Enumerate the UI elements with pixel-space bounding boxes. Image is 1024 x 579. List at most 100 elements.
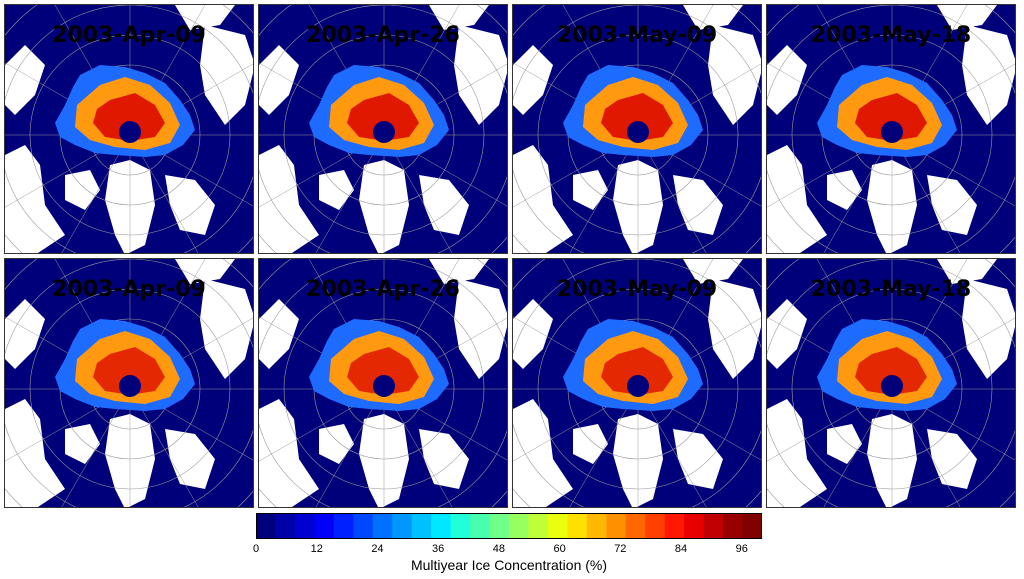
- panel-date-title: 2003-Apr-26: [306, 277, 460, 302]
- land-mass: [683, 5, 743, 30]
- colorbar-swatch: [294, 513, 315, 539]
- land-mass: [429, 259, 489, 284]
- colorbar-swatch: [684, 513, 705, 539]
- land-mass: [513, 299, 553, 369]
- map-panel: 2003-May-18: [766, 258, 1016, 508]
- colorbar-swatch: [314, 513, 335, 539]
- pole-hole: [627, 375, 649, 397]
- longitude-line: [891, 388, 961, 507]
- land-mass: [767, 399, 827, 507]
- longitude-line: [637, 134, 707, 253]
- colorbar-tick-label: 96: [735, 543, 748, 555]
- land-mass: [175, 5, 235, 30]
- ice-region: [347, 347, 419, 395]
- land-mass: [165, 175, 215, 235]
- panel-date-title: 2003-May-18: [810, 23, 972, 48]
- colorbar-tick-label: 12: [310, 543, 323, 555]
- polar-map: [5, 5, 253, 253]
- pole-hole: [373, 375, 395, 397]
- longitude-line: [315, 134, 385, 253]
- pole-hole: [881, 375, 903, 397]
- longitude-line: [61, 134, 131, 253]
- map-panel: 2003-Apr-26: [258, 258, 508, 508]
- polar-map: [5, 259, 253, 507]
- pole-hole: [119, 375, 141, 397]
- pole-hole: [627, 121, 649, 143]
- colorbar-swatch: [333, 513, 354, 539]
- pole-hole: [373, 121, 395, 143]
- land-mass: [5, 45, 45, 115]
- ice-region: [601, 347, 673, 395]
- colorbar-swatch: [489, 513, 510, 539]
- longitude-line: [891, 134, 961, 253]
- panel-date-title: 2003-Apr-09: [52, 23, 206, 48]
- land-mass: [513, 145, 573, 253]
- longitude-line: [569, 134, 639, 253]
- colorbar-tick-label: 24: [371, 543, 384, 555]
- land-mass: [319, 170, 354, 210]
- land-mass: [419, 175, 469, 235]
- colorbar-tick-label: 84: [674, 543, 688, 555]
- colorbar-swatch: [586, 513, 607, 539]
- land-mass: [767, 299, 807, 369]
- longitude-line: [129, 134, 199, 253]
- land-mass: [927, 429, 977, 489]
- ice-region: [347, 93, 419, 141]
- colorbar-swatch: [411, 513, 432, 539]
- colorbar-swatch: [664, 513, 685, 539]
- colorbar-swatch: [625, 513, 646, 539]
- land-mass: [419, 429, 469, 489]
- land-mass: [683, 259, 743, 284]
- colorbar-swatch: [703, 513, 724, 539]
- ice-region: [601, 93, 673, 141]
- land-mass: [200, 25, 253, 125]
- polar-map: [259, 259, 507, 507]
- ice-region: [855, 93, 927, 141]
- land-mass: [962, 279, 1015, 379]
- land-mass: [454, 25, 507, 125]
- land-mass: [65, 424, 100, 464]
- land-mass: [259, 399, 319, 507]
- land-mass: [513, 45, 553, 115]
- ice-region: [93, 347, 165, 395]
- colorbar-tick-label: 48: [492, 543, 505, 555]
- colorbar-swatch: [450, 513, 471, 539]
- polar-map: [513, 5, 761, 253]
- colorbar-tick-label: 36: [432, 543, 445, 555]
- pole-hole: [119, 121, 141, 143]
- colorbar: [256, 513, 762, 539]
- land-mass: [962, 25, 1015, 125]
- land-mass: [429, 5, 489, 30]
- colorbar-swatch: [470, 513, 491, 539]
- colorbar-swatch: [256, 513, 276, 539]
- panel-date-title: 2003-May-18: [810, 277, 972, 302]
- land-mass: [708, 25, 761, 125]
- colorbar-border: [256, 513, 762, 539]
- colorbar-swatch: [723, 513, 744, 539]
- colorbar-label: Multiyear Ice Concentration (%): [410, 557, 608, 573]
- map-panel: 2003-Apr-09: [4, 4, 254, 254]
- land-mass: [573, 170, 608, 210]
- colorbar-tick-label: 60: [553, 543, 566, 555]
- colorbar-tick-label: 0: [252, 543, 260, 555]
- land-mass: [65, 170, 100, 210]
- polar-map: [767, 5, 1015, 253]
- land-mass: [175, 259, 235, 284]
- panel-date-title: 2003-Apr-26: [306, 23, 460, 48]
- longitude-line: [129, 388, 199, 507]
- map-panel: 2003-May-09: [512, 258, 762, 508]
- land-mass: [200, 279, 253, 379]
- colorbar-swatch: [742, 513, 762, 539]
- land-mass: [5, 299, 45, 369]
- colorbar-swatch: [275, 513, 296, 539]
- land-mass: [259, 45, 299, 115]
- longitude-line: [315, 388, 385, 507]
- polar-map: [259, 5, 507, 253]
- land-mass: [708, 279, 761, 379]
- land-mass: [673, 175, 723, 235]
- longitude-line: [569, 388, 639, 507]
- land-mass: [767, 145, 827, 253]
- colorbar-swatch: [392, 513, 413, 539]
- panel-date-title: 2003-May-09: [556, 23, 718, 48]
- land-mass: [827, 424, 862, 464]
